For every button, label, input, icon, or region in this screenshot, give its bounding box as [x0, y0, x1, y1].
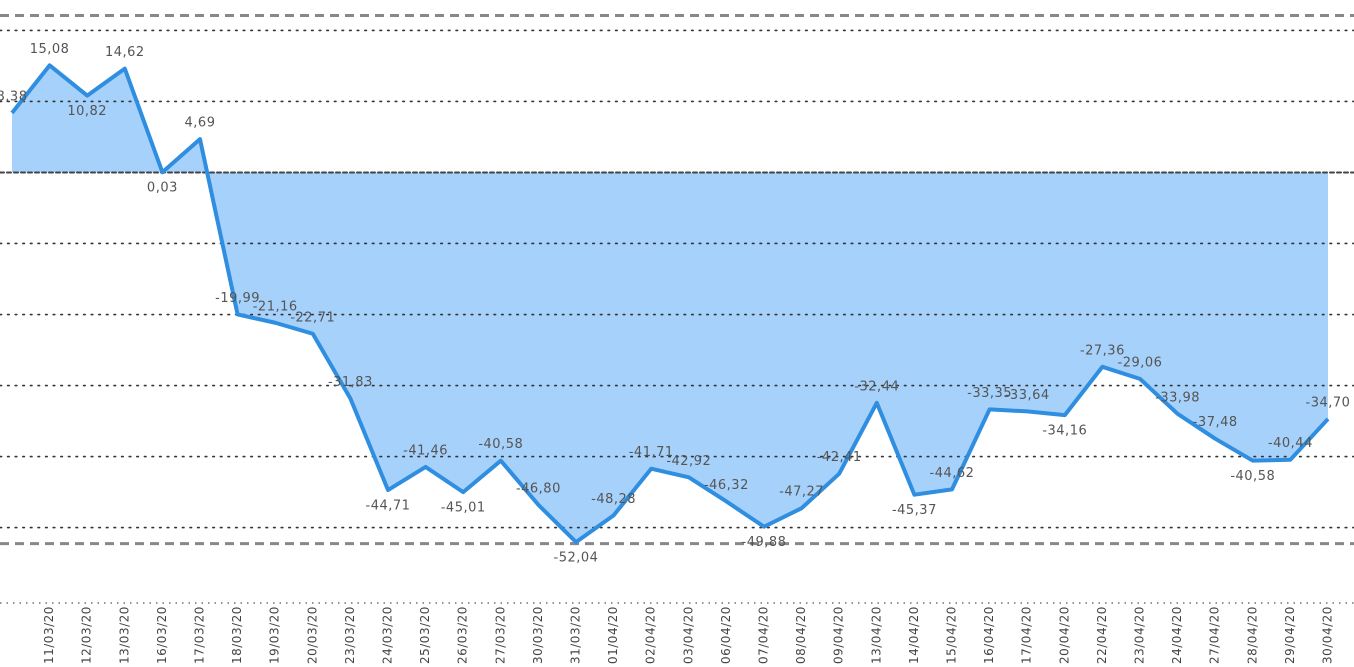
data-label: 8,38 [0, 89, 27, 104]
x-tick-label: 30/03/20 [531, 606, 545, 664]
x-tick-label: 20/03/20 [305, 606, 319, 664]
data-label: -19,99 [215, 291, 260, 306]
x-tick-label: 24/04/20 [1170, 606, 1184, 664]
data-label: -22,71 [290, 310, 335, 325]
x-tick-label: 18/03/20 [230, 606, 244, 664]
data-label: -46,80 [516, 481, 561, 496]
x-tick-label: 07/04/20 [757, 606, 771, 664]
x-tick-label: 16/03/20 [155, 606, 169, 664]
data-label: -37,48 [1193, 415, 1238, 430]
x-tick-label: 27/03/20 [493, 606, 507, 664]
x-tick-label: 13/04/20 [869, 606, 883, 664]
data-label: -47,27 [779, 485, 824, 500]
data-label: -42,41 [817, 450, 862, 465]
x-tick-label: 26/03/20 [456, 606, 470, 664]
x-tick-label: 28/04/20 [1245, 606, 1259, 664]
data-label: -21,16 [253, 299, 298, 314]
x-tick-label: 30/04/20 [1321, 606, 1335, 664]
x-tick-label: 17/04/20 [1020, 606, 1034, 664]
x-tick-label: 17/03/20 [193, 606, 207, 664]
x-tick-label: 25/03/20 [418, 606, 432, 664]
x-tick-label: 23/03/20 [343, 606, 357, 664]
data-label: 15,08 [30, 42, 70, 57]
x-tick-label: 15/04/20 [945, 606, 959, 664]
x-tick-label: 13/03/20 [117, 606, 131, 664]
x-tick-label: 11/03/20 [42, 606, 56, 664]
data-label: -34,16 [1042, 424, 1087, 439]
data-label: -41,71 [629, 445, 674, 460]
x-tick-label: 31/03/20 [569, 606, 583, 664]
data-label: 14,62 [105, 45, 145, 60]
data-label: -33,64 [1005, 388, 1050, 403]
x-tick-label: 12/03/20 [80, 606, 94, 664]
data-label: -32,44 [854, 379, 899, 394]
data-label: -42,92 [666, 454, 711, 469]
x-tick-label: 20/04/20 [1057, 606, 1071, 664]
x-tick-label: 08/04/20 [794, 606, 808, 664]
x-tick-label: 22/04/20 [1095, 606, 1109, 664]
x-tick-label: 29/04/20 [1283, 606, 1297, 664]
x-tick-label: 23/04/20 [1133, 606, 1147, 664]
data-label: -29,06 [1118, 355, 1163, 370]
x-tick-label: 02/04/20 [644, 606, 658, 664]
data-label: 0,03 [147, 181, 178, 196]
data-label: -34,70 [1306, 395, 1351, 410]
data-label: -40,58 [1230, 469, 1275, 484]
data-label: -33,98 [1155, 390, 1200, 405]
x-tick-label: 09/04/20 [832, 606, 846, 664]
data-label: 10,82 [67, 104, 107, 119]
x-tick-label: 19/03/20 [268, 606, 282, 664]
data-label: -27,36 [1080, 343, 1125, 358]
line [10, 63, 1330, 545]
data-label: -44,62 [930, 466, 975, 481]
data-label: -45,37 [892, 503, 937, 518]
data-label: -40,58 [478, 437, 523, 452]
data-label: -52,04 [554, 551, 599, 566]
x-tick-label: 01/04/20 [606, 606, 620, 664]
data-label: -48,28 [591, 492, 636, 507]
x-tick-label: 06/04/20 [719, 606, 733, 664]
data-label: -49,88 [742, 535, 787, 550]
x-tick-label: 14/04/20 [907, 606, 921, 664]
x-tick-label: 03/04/20 [681, 606, 695, 664]
x-tick-label: 16/04/20 [982, 606, 996, 664]
data-label: -33,35 [967, 386, 1012, 401]
data-label: -45,01 [441, 501, 486, 516]
area [12, 65, 1328, 543]
data-label: 4,69 [185, 116, 216, 131]
data-label: -31,83 [328, 375, 373, 390]
data-label: -44,71 [366, 499, 411, 514]
data-label: -40,44 [1268, 436, 1313, 451]
data-label: -41,46 [403, 443, 448, 458]
x-tick-label: 27/04/20 [1208, 606, 1222, 664]
x-tick-label: 24/03/20 [381, 606, 395, 664]
data-label: -46,32 [704, 478, 749, 493]
